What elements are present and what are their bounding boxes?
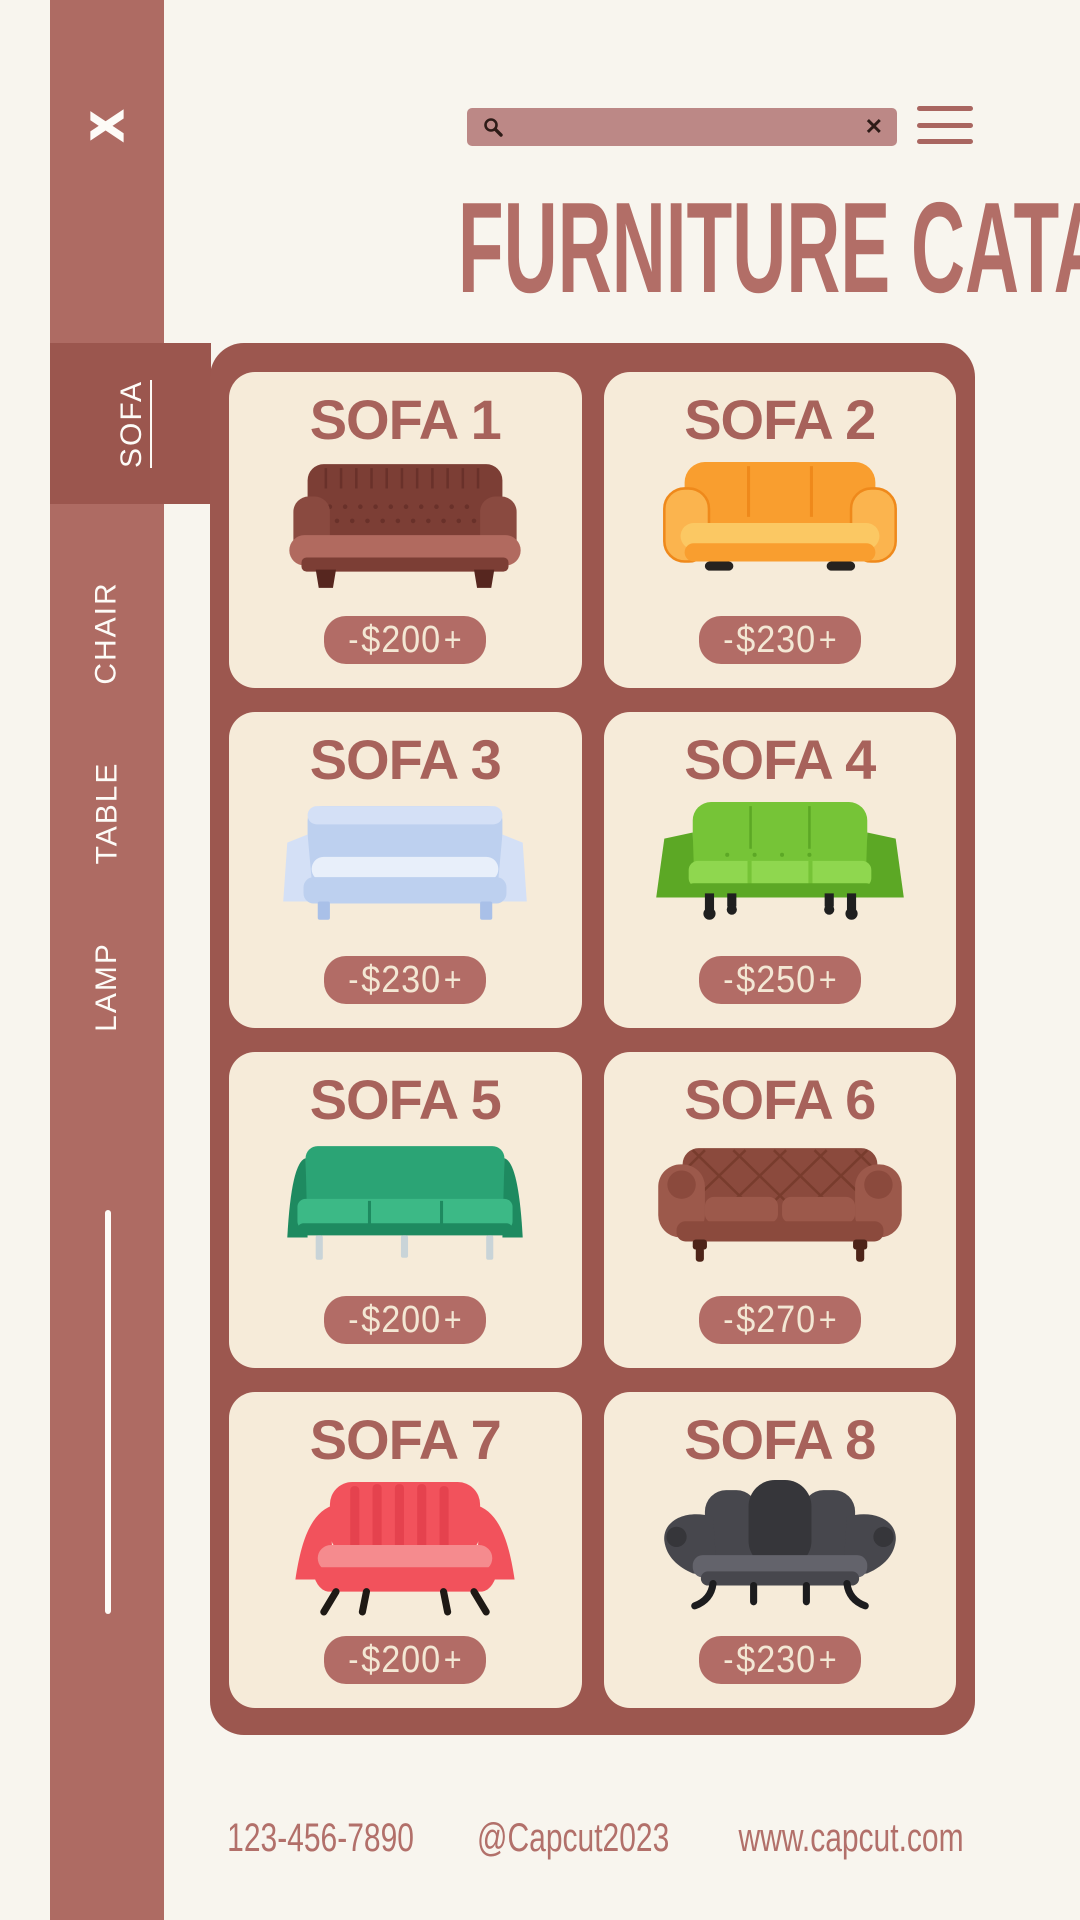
price-value: $250 <box>736 959 816 1001</box>
decrement-button[interactable]: - <box>348 1301 359 1339</box>
price-stepper: - $270 + <box>698 1296 861 1344</box>
price-stepper: - $200 + <box>324 616 487 664</box>
increment-button[interactable]: + <box>818 621 837 659</box>
catalog-panel: SOFA 1 <box>210 343 975 1735</box>
price-value: $200 <box>361 619 442 661</box>
price-value: $200 <box>361 1639 442 1681</box>
decrement-button[interactable]: - <box>348 621 359 659</box>
price-value: $270 <box>736 1299 816 1341</box>
sidebar-tab-chair[interactable]: CHAIR <box>50 553 164 713</box>
footer-handle: @Capcut2023 <box>477 1816 670 1860</box>
catalog-card-sofa-8[interactable]: SOFA 8 <box>603 1392 956 1708</box>
catalog-card-sofa-5[interactable]: SOFA 5 <box>229 1052 582 1368</box>
sofa-2-illustration <box>646 458 914 596</box>
sofa-3-illustration <box>271 798 539 936</box>
menu-hamburger-icon[interactable] <box>917 106 973 144</box>
price-stepper: - $250 + <box>698 956 861 1004</box>
decrement-button[interactable]: - <box>348 1641 359 1679</box>
card-title: SOFA 6 <box>684 1068 876 1131</box>
decrement-button[interactable]: - <box>723 961 734 999</box>
decrement-button[interactable]: - <box>723 1301 734 1339</box>
sofa-6-illustration <box>646 1138 914 1276</box>
sofa-8-illustration <box>646 1478 914 1616</box>
price-stepper: - $230 + <box>698 616 861 664</box>
price-value: $200 <box>361 1299 442 1341</box>
sofa-7-illustration <box>271 1478 539 1616</box>
sidebar-tab-sofa[interactable]: SOFA <box>50 343 211 504</box>
card-title: SOFA 5 <box>309 1068 502 1131</box>
decrement-button[interactable]: - <box>723 1641 734 1679</box>
increment-button[interactable]: + <box>444 1301 462 1339</box>
sidebar-tab-label: TABLE <box>90 761 123 865</box>
price-stepper: - $230 + <box>698 1636 861 1684</box>
catalog-card-sofa-3[interactable]: SOFA 3 - $230 <box>229 712 582 1028</box>
page-title: FURNITURE CATALOG <box>457 176 1080 320</box>
decrement-button[interactable]: - <box>348 961 359 999</box>
decrement-button[interactable]: - <box>723 621 734 659</box>
sidebar-tab-lamp[interactable]: LAMP <box>50 907 164 1067</box>
catalog-card-sofa-6[interactable]: SOFA 6 <box>603 1052 956 1368</box>
price-value: $230 <box>736 619 816 661</box>
search-bar: ✕ <box>467 107 897 147</box>
sofa-1-illustration <box>271 458 539 596</box>
price-value: $230 <box>736 1639 816 1681</box>
catalog-card-sofa-7[interactable]: SOFA 7 <box>229 1392 582 1708</box>
sidebar-tab-label: SOFA <box>115 379 149 468</box>
card-title: SOFA 8 <box>684 1408 876 1471</box>
footer-phone: 123-456-7890 <box>227 1816 414 1860</box>
increment-button[interactable]: + <box>444 1641 462 1679</box>
price-value: $230 <box>361 959 442 1001</box>
search-input[interactable] <box>513 107 853 147</box>
sofa-5-illustration <box>271 1138 539 1276</box>
increment-button[interactable]: + <box>818 1641 837 1679</box>
price-stepper: - $200 + <box>324 1636 487 1684</box>
catalog-card-sofa-4[interactable]: SOFA 4 <box>603 712 956 1028</box>
footer-website: www.capcut.com <box>738 1816 965 1860</box>
card-title: SOFA 1 <box>309 388 502 451</box>
price-stepper: - $200 + <box>324 1296 487 1344</box>
sidebar-tab-label: LAMP <box>89 942 123 1032</box>
sidebar-tab-label: CHAIR <box>90 581 123 685</box>
catalog-card-sofa-2[interactable]: SOFA 2 <box>603 372 956 688</box>
card-title: SOFA 2 <box>684 388 876 451</box>
card-title: SOFA 7 <box>309 1408 502 1471</box>
catalog-card-sofa-1[interactable]: SOFA 1 <box>229 372 582 688</box>
sidebar-tab-table[interactable]: TABLE <box>50 733 164 893</box>
card-title: SOFA 3 <box>309 728 502 791</box>
card-title: SOFA 4 <box>684 728 876 791</box>
increment-button[interactable]: + <box>818 961 837 999</box>
footer: 123-456-7890 @Capcut2023 www.capcut.com <box>196 1818 988 1858</box>
price-stepper: - $230 + <box>324 956 487 1004</box>
capcut-logo-icon <box>84 100 130 148</box>
increment-button[interactable]: + <box>444 961 462 999</box>
sidebar-divider-line <box>105 1210 111 1614</box>
search-icon <box>484 118 503 137</box>
sofa-4-illustration <box>646 798 914 936</box>
search-clear-button[interactable]: ✕ <box>861 116 887 138</box>
increment-button[interactable]: + <box>818 1301 837 1339</box>
increment-button[interactable]: + <box>444 621 462 659</box>
